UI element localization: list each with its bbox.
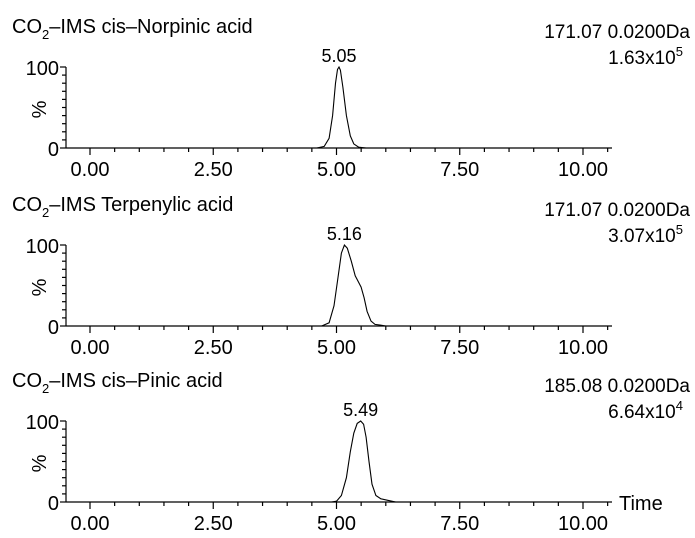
chart-title: CO2–IMS Terpenylic acid	[12, 194, 233, 220]
intensity-base: 6.64x10	[608, 402, 676, 423]
chart-title: CO2–IMS cis–Pinic acid	[12, 370, 223, 396]
x-tick-label: 7.50	[440, 513, 479, 535]
intensity-label: 3.07x105	[608, 222, 683, 247]
y-axis-label: %	[29, 100, 51, 118]
chart-panel: CO2–IMS Terpenylic acid 171.07 0.0200Da3.…	[12, 194, 690, 359]
chart-panel: CO2–IMS cis–Pinic acid 185.08 0.0200Da6.6…	[12, 370, 690, 535]
title-suffix: –IMS cis–Norpinic acid	[49, 16, 252, 38]
intensity-exponent: 5	[676, 44, 683, 59]
title-suffix: –IMS cis–Pinic acid	[49, 370, 222, 392]
mass-window: 171.07 0.0200Da	[544, 200, 690, 221]
intensity-label: 1.63x105	[608, 44, 683, 69]
x-tick-label: 2.50	[194, 159, 233, 181]
title-subscript: 2	[42, 205, 49, 220]
intensity-base: 1.63x10	[608, 48, 676, 69]
y-tick-label: 0	[48, 139, 59, 161]
peak-label: 5.05	[321, 46, 356, 66]
x-tick-label: 10.00	[558, 513, 608, 535]
x-axis-label: Time	[619, 493, 663, 515]
title-prefix: CO	[12, 370, 42, 392]
x-tick-label: 0.00	[71, 337, 110, 359]
mass-window: 171.07 0.0200Da	[544, 22, 690, 43]
title-suffix: –IMS Terpenylic acid	[49, 194, 233, 216]
y-tick-label: 100	[26, 412, 59, 434]
intensity-label: 6.64x104	[608, 398, 683, 423]
y-axis-label: %	[29, 454, 51, 472]
title-subscript: 2	[42, 27, 49, 42]
peak-label: 5.49	[343, 400, 378, 420]
chromatogram-trace	[90, 243, 608, 327]
x-tick-label: 10.00	[558, 337, 608, 359]
x-tick-label: 0.00	[71, 513, 110, 535]
x-tick-label: 5.00	[317, 337, 356, 359]
x-tick-label: 7.50	[440, 159, 479, 181]
x-tick-label: 0.00	[71, 159, 110, 181]
y-tick-label: 0	[48, 317, 59, 339]
x-tick-label: 7.50	[440, 337, 479, 359]
y-tick-label: 0	[48, 493, 59, 515]
chart-panel: CO2–IMS cis–Norpinic acid 171.07 0.0200Da…	[12, 16, 690, 181]
title-prefix: CO	[12, 16, 42, 38]
x-tick-label: 10.00	[558, 159, 608, 181]
intensity-base: 3.07x10	[608, 226, 676, 247]
chromatogram-trace	[90, 420, 608, 503]
intensity-exponent: 4	[676, 398, 683, 413]
peak-label: 5.16	[327, 224, 362, 244]
title-prefix: CO	[12, 194, 42, 216]
y-axis-label: %	[29, 278, 51, 296]
title-subscript: 2	[42, 381, 49, 396]
chart-title: CO2–IMS cis–Norpinic acid	[12, 16, 253, 42]
y-tick-label: 100	[26, 58, 59, 80]
x-tick-label: 5.00	[317, 513, 356, 535]
x-tick-label: 2.50	[194, 337, 233, 359]
x-tick-label: 2.50	[194, 513, 233, 535]
y-tick-label: 100	[26, 236, 59, 258]
x-tick-label: 5.00	[317, 159, 356, 181]
intensity-exponent: 5	[676, 222, 683, 237]
chromatogram-trace	[90, 65, 608, 149]
mass-window: 185.08 0.0200Da	[544, 376, 690, 397]
